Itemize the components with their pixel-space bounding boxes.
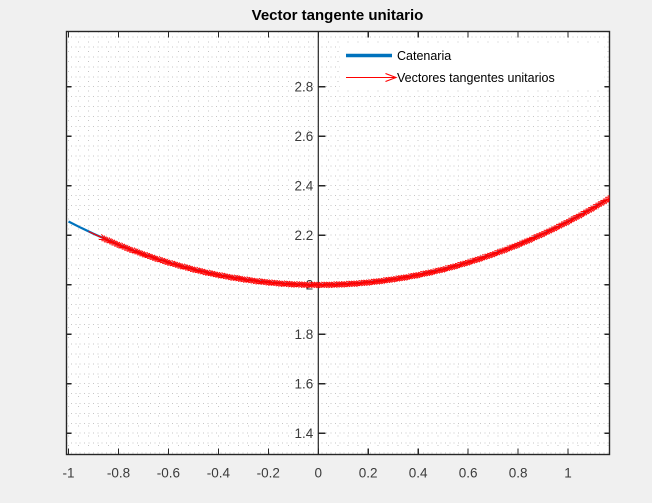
quiver-arrows bbox=[88, 195, 610, 289]
x-tick-label: 0.6 bbox=[459, 466, 478, 481]
legend-arrow-sample bbox=[346, 72, 398, 83]
x-tick-label: -0.4 bbox=[207, 466, 231, 481]
axes-border bbox=[65, 30, 611, 456]
x-tick-label: -1 bbox=[62, 466, 74, 481]
y-tick-label: 2.8 bbox=[295, 80, 314, 95]
legend: Catenaria Vectores tangentes unitarios bbox=[340, 45, 604, 89]
legend-background bbox=[340, 45, 604, 89]
y-tick-label: 2.4 bbox=[295, 179, 314, 194]
x-tick-label: -0.8 bbox=[107, 466, 130, 481]
x-tick-labels: -1 -0.8 -0.6 -0.4 -0.2 0 0.2 0.4 0.6 0.8 1 bbox=[62, 466, 571, 481]
axes-box bbox=[65, 30, 611, 456]
legend-label-vectores: Vectores tangentes unitarios bbox=[397, 71, 555, 85]
y-tick-label: 1.6 bbox=[295, 377, 314, 392]
x-tick-label: 1 bbox=[564, 466, 572, 481]
legend-label-catenaria: Catenaria bbox=[397, 49, 451, 63]
x-tick-label: 0.2 bbox=[359, 466, 378, 481]
y-tick-label: 2.6 bbox=[295, 129, 314, 144]
x-tick-label: -0.2 bbox=[257, 466, 280, 481]
y-tick-label: 1.8 bbox=[295, 327, 314, 342]
y-tick-label: 1.4 bbox=[295, 426, 314, 441]
chart-title: Vector tangente unitario bbox=[251, 7, 424, 24]
x-tick-label: 0.4 bbox=[409, 466, 428, 481]
x-tick-label: 0 bbox=[315, 466, 323, 481]
y-tick-label: 2.2 bbox=[295, 228, 314, 243]
x-tick-label: 0.8 bbox=[509, 466, 528, 481]
x-tick-label: -0.6 bbox=[157, 466, 180, 481]
tangent-arrow bbox=[605, 197, 610, 202]
